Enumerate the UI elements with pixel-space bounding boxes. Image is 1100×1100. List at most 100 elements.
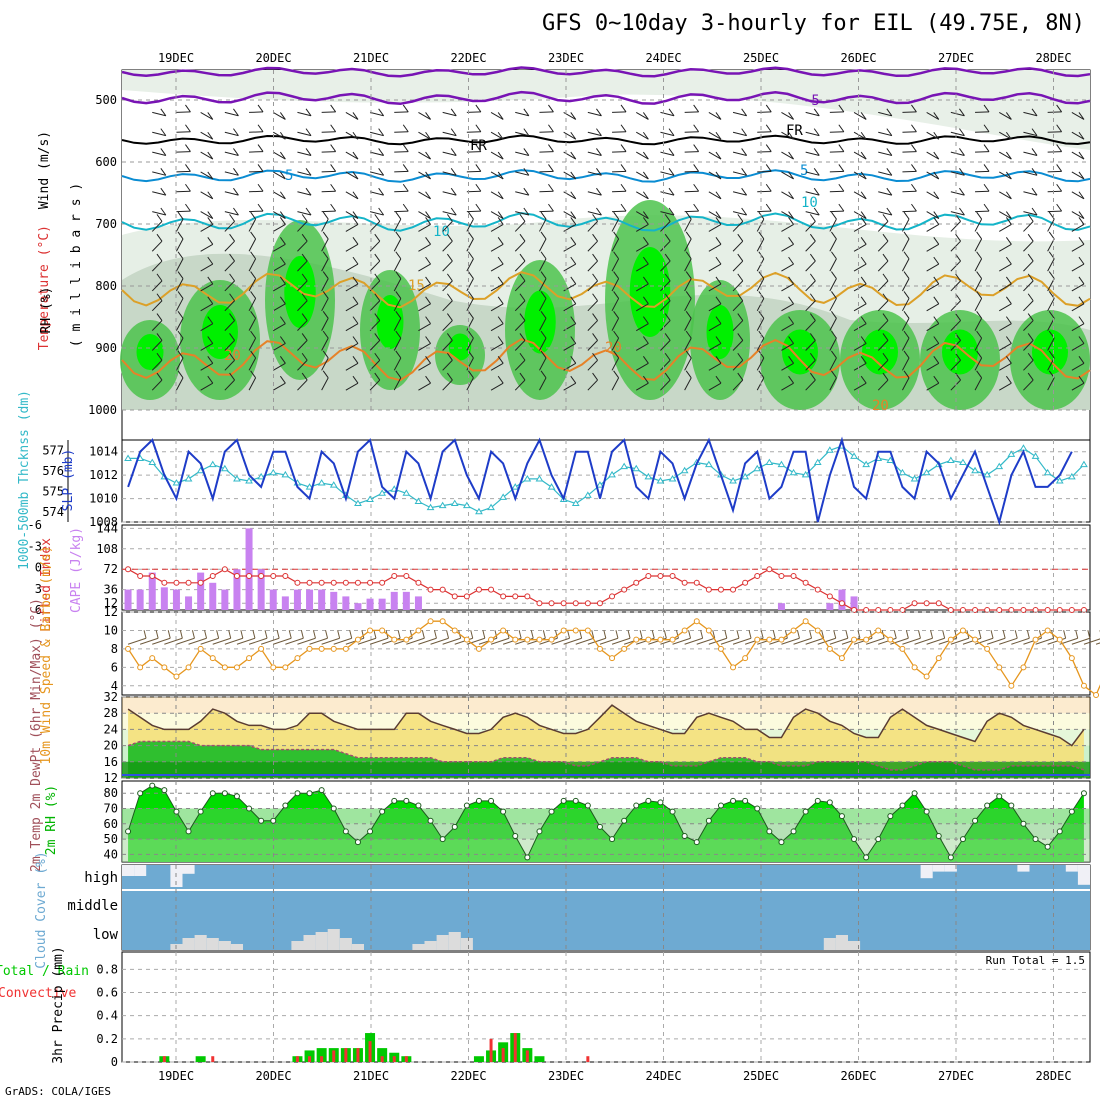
- upper-wind-barb: [442, 280, 453, 292]
- wind-speed-point: [584, 627, 591, 634]
- upper-wind-barb: [273, 323, 286, 332]
- wind-barb-flag: [627, 630, 631, 639]
- upper-wind-barb-flag: [592, 253, 598, 262]
- thickness-point: [475, 507, 483, 515]
- upper-wind-barb: [805, 221, 816, 232]
- upper-wind-barb-flag: [1031, 168, 1038, 176]
- wind-barb: [164, 637, 183, 645]
- upper-wind-barb: [273, 224, 286, 232]
- upper-wind-barb-flag: [1078, 375, 1085, 384]
- upper-temp-label: Temperature (°C): [37, 225, 52, 350]
- precip-total-bar: [534, 1056, 545, 1062]
- rh-blob-90: [706, 305, 734, 359]
- li-tick: -6: [28, 518, 42, 532]
- upper-wind-barb-flag: [882, 214, 889, 222]
- upper-wind-barb: [926, 263, 940, 272]
- rh-point: [584, 802, 591, 809]
- wind-barb-flag: [1075, 630, 1079, 639]
- upper-wind-barb-flag: [860, 171, 867, 180]
- upper-wind-barb: [442, 359, 453, 371]
- upper-wind-barb: [273, 211, 286, 220]
- rh-point: [959, 836, 966, 843]
- upper-wind-barb-flag: [475, 124, 482, 133]
- upper-wind-barb-flag: [156, 333, 163, 341]
- rh-point: [342, 828, 349, 835]
- lifted-index-point: [149, 573, 156, 579]
- upper-wind-barb: [611, 278, 620, 292]
- upper-wind-barb: [176, 298, 184, 312]
- upper-wind-barb: [1071, 343, 1085, 351]
- upper-wind-barb: [539, 337, 547, 351]
- upper-wind-barb: [853, 111, 867, 120]
- upper-wind-barb: [708, 283, 722, 292]
- upper-wind-barb: [635, 243, 649, 252]
- upper-wind-barb-flag: [570, 211, 577, 219]
- wind-barb-flag: [216, 630, 220, 639]
- upper-wind-barb: [369, 280, 381, 292]
- upper-wind-barb-flag: [809, 333, 816, 341]
- li-tick: -3: [28, 539, 42, 553]
- upper-wind-barb: [660, 300, 671, 312]
- upper-wind-barb-flag: [570, 276, 577, 285]
- upper-wind-barb: [273, 131, 286, 140]
- lifted-index-point: [1020, 607, 1027, 613]
- upper-wind-barb-flag: [257, 183, 264, 192]
- wind-speed-point: [536, 636, 543, 643]
- upper-wind-barb-flag: [983, 124, 990, 133]
- upper-wind-barb-flag: [185, 144, 191, 152]
- slp-tick: 1012: [89, 468, 118, 482]
- upper-wind-barb: [248, 258, 257, 272]
- upper-wind-barb: [660, 320, 671, 331]
- bottom-date-label: 24DEC: [645, 1069, 681, 1083]
- upper-wind-barb-flag: [446, 333, 453, 341]
- wind-speed-point: [875, 627, 882, 634]
- upper-wind-barb-flag: [229, 273, 235, 282]
- upper-wind-barb-flag: [497, 112, 504, 120]
- wind-speed-point: [560, 627, 567, 634]
- wind-speed-point: [1020, 664, 1027, 671]
- precip-conv-bar: [586, 1056, 590, 1062]
- upper-wind-barb: [514, 260, 526, 272]
- cloud-low-bar: [194, 935, 207, 950]
- upper-wind-barb: [418, 171, 431, 180]
- upper-wind-barb-flag: [831, 350, 837, 359]
- rh-point: [488, 797, 495, 804]
- upper-wind-barb: [563, 382, 577, 391]
- wind-barb-flag: [615, 630, 619, 639]
- upper-wind-barb-flag: [1005, 191, 1012, 200]
- upper-wind-barb: [805, 151, 820, 156]
- upper-wind-barb-flag: [592, 333, 598, 341]
- cape-frame: [121, 524, 1091, 611]
- upper-wind-barb-flag: [425, 356, 431, 364]
- upper-wind-barb-flag: [788, 191, 794, 200]
- upper-wind-barb-flag: [911, 144, 917, 152]
- upper-wind-barb-flag: [1078, 191, 1085, 200]
- lifted-index-point: [826, 593, 833, 600]
- upper-wind-barb-flag: [548, 124, 554, 133]
- upper-wind-barb: [490, 224, 504, 232]
- upper-wind-barb: [418, 243, 431, 252]
- rh-point: [742, 797, 749, 804]
- upper-wind-barb-flag: [540, 231, 547, 240]
- upper-wind-barb-flag: [715, 316, 722, 324]
- upper-wind-barb: [224, 151, 239, 156]
- upper-wind-barb: [853, 171, 867, 180]
- lifted-index-point: [754, 573, 761, 579]
- upper-wind-barb: [878, 131, 892, 137]
- thickness-point: [801, 470, 810, 478]
- wind-barb-flag: [917, 630, 921, 639]
- thickness-tick: 575: [42, 484, 64, 498]
- upper-wind-barb-flag: [519, 333, 526, 341]
- upper-wind-barb-flag: [177, 350, 184, 359]
- upper-wind-barb-flag: [425, 151, 431, 160]
- rh-point: [282, 802, 289, 809]
- upper-wind-barb: [635, 151, 649, 160]
- upper-wind-barb: [297, 131, 312, 137]
- upper-wind-barb-flag: [1078, 171, 1085, 180]
- precip-tick: 0.8: [96, 962, 118, 976]
- rh-point: [596, 823, 603, 830]
- wind-speed-point: [512, 636, 519, 643]
- upper-wind-barb: [369, 320, 381, 331]
- upper-wind-barb-flag: [207, 356, 214, 364]
- precip-conv-bar: [404, 1056, 408, 1062]
